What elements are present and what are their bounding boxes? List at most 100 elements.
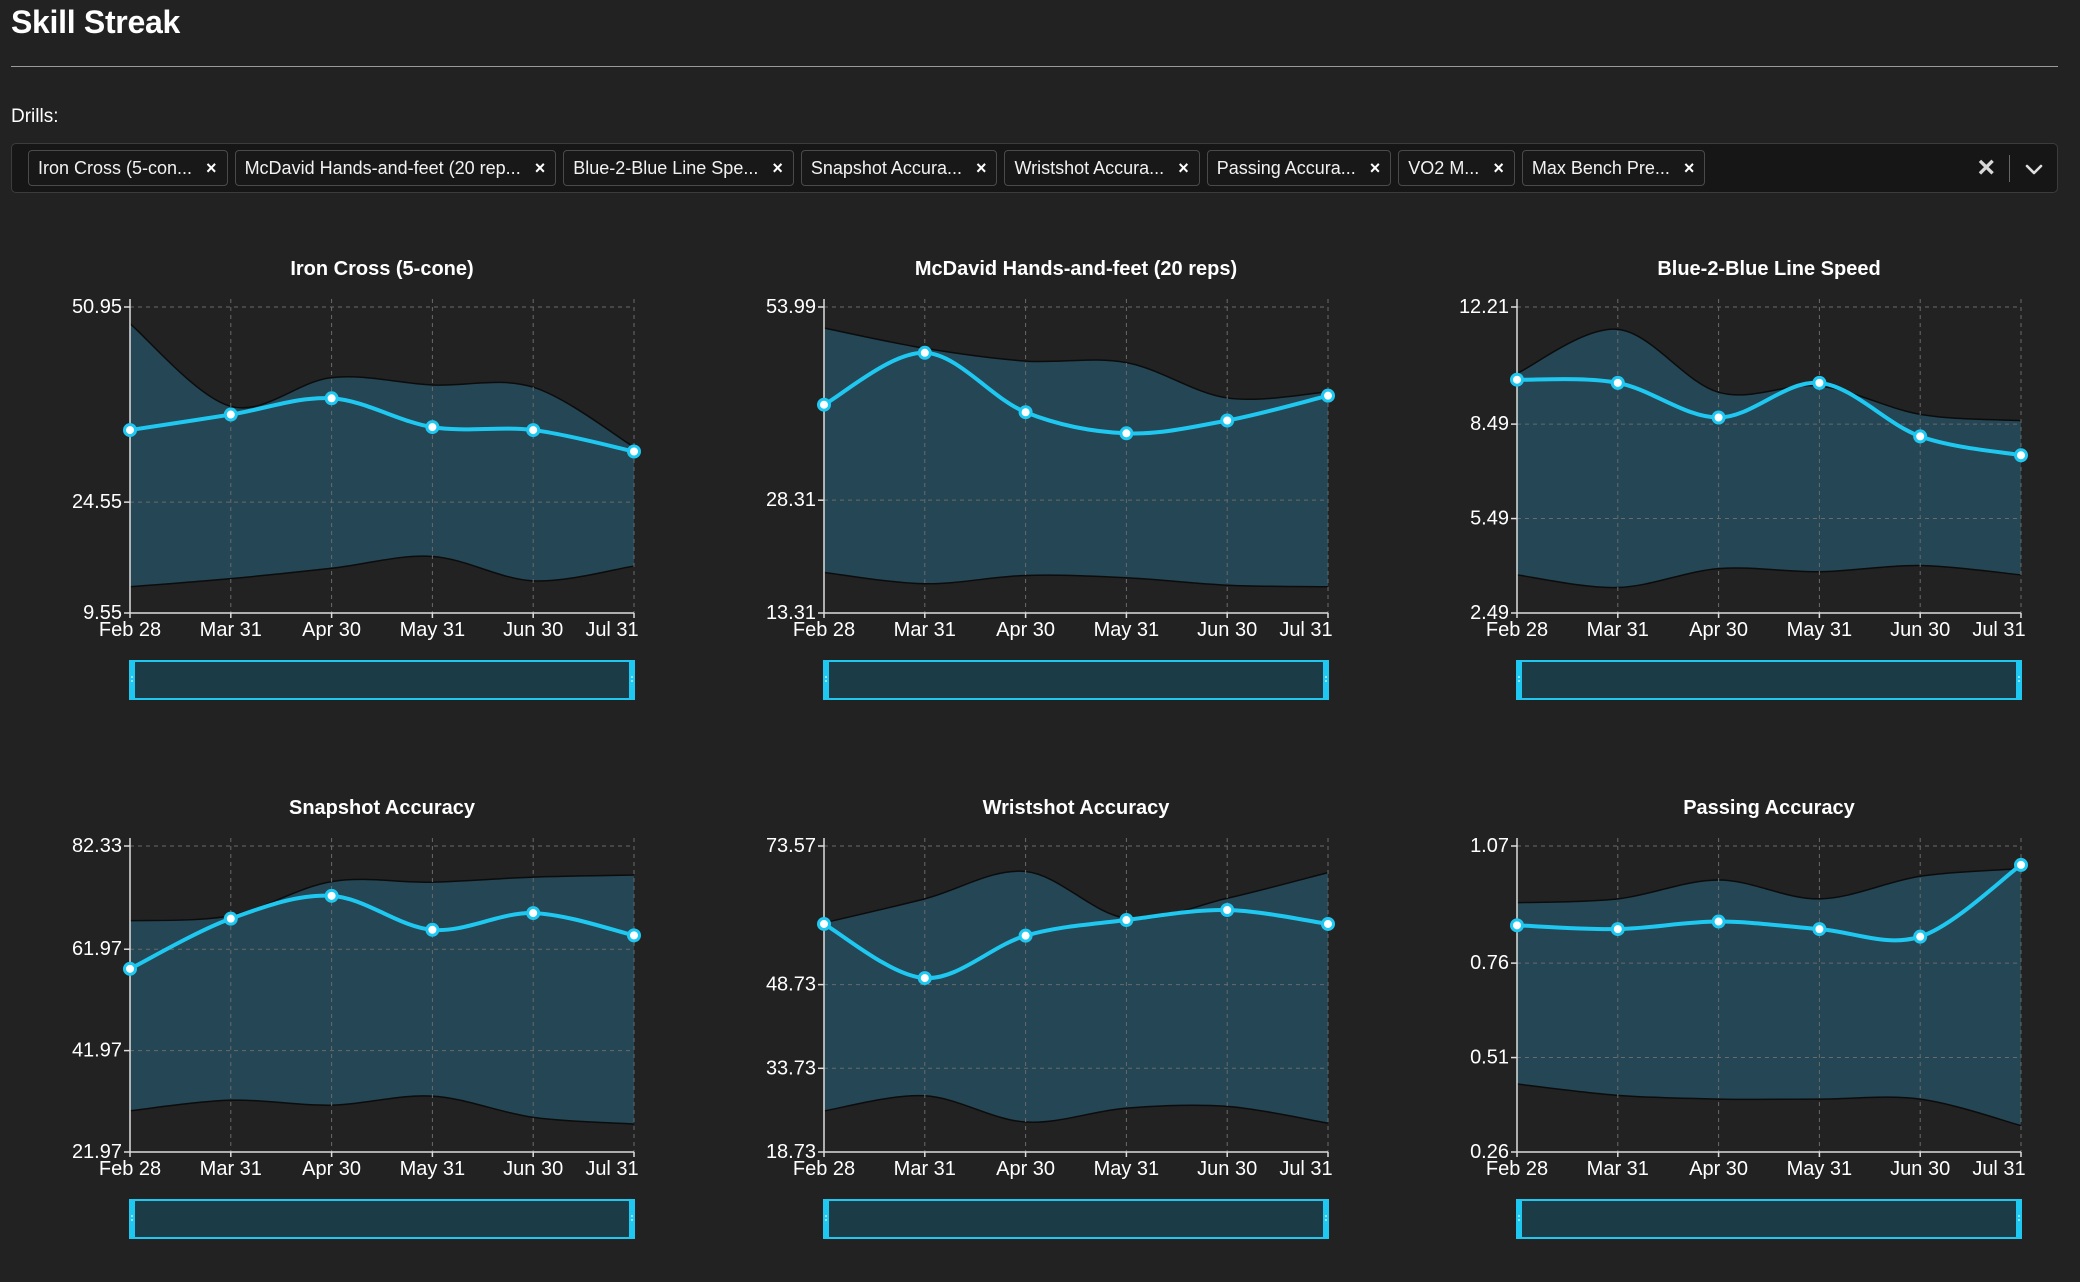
x-tick-label: Jul 31 xyxy=(1972,619,2025,641)
data-point[interactable] xyxy=(526,906,541,921)
drill-chart: Blue-2-Blue Line Speed 12.21 8.49 5.49 2.49F… xyxy=(1459,258,2028,700)
x-tick-label: Apr 30 xyxy=(1689,619,1748,641)
data-point[interactable] xyxy=(1711,914,1726,929)
x-tick-label: Apr 30 xyxy=(1689,1158,1748,1180)
data-point[interactable] xyxy=(917,971,932,986)
x-tick-label: Jul 31 xyxy=(585,619,638,641)
data-point[interactable] xyxy=(1711,410,1726,425)
range-slider-track[interactable] xyxy=(130,1199,634,1239)
data-point[interactable] xyxy=(2014,448,2028,463)
data-point[interactable] xyxy=(1119,426,1134,441)
chip-remove-icon[interactable]: × xyxy=(772,157,783,178)
x-tick-label: Jun 30 xyxy=(503,1158,563,1180)
data-point[interactable] xyxy=(627,928,641,943)
clear-all-icon[interactable]: × xyxy=(1977,151,1995,184)
drill-chip[interactable]: Snapshot Accura... × xyxy=(800,150,998,186)
chart-title: Passing Accuracy xyxy=(1683,797,1855,819)
range-slider[interactable] xyxy=(823,660,1329,700)
data-point[interactable] xyxy=(917,345,932,360)
y-tick-label: 73.57 xyxy=(766,835,816,857)
drill-chip[interactable]: Blue-2-Blue Line Spe... × xyxy=(563,150,794,186)
data-point[interactable] xyxy=(1510,918,1524,933)
range-slider-track[interactable] xyxy=(130,660,634,700)
x-tick-label: Apr 30 xyxy=(996,1158,1055,1180)
data-point[interactable] xyxy=(123,961,137,976)
drill-chip[interactable]: Iron Cross (5-con... × xyxy=(28,150,228,186)
range-slider[interactable] xyxy=(1516,660,2022,700)
chart-title: Snapshot Accuracy xyxy=(289,797,476,819)
x-tick-label: Jul 31 xyxy=(1972,1158,2025,1180)
data-point[interactable] xyxy=(627,444,641,459)
x-tick-label: Jul 31 xyxy=(1279,619,1332,641)
data-point[interactable] xyxy=(1610,922,1625,937)
range-slider-track[interactable] xyxy=(824,660,1328,700)
data-point[interactable] xyxy=(1018,405,1033,420)
chip-remove-icon[interactable]: × xyxy=(1178,157,1189,178)
range-slider-track[interactable] xyxy=(1517,660,2021,700)
x-tick-label: Feb 28 xyxy=(99,619,161,641)
data-point[interactable] xyxy=(1913,929,1928,944)
chip-remove-icon[interactable]: × xyxy=(1493,157,1504,178)
y-tick-label: 8.49 xyxy=(1470,413,1509,435)
range-band xyxy=(824,871,1328,1124)
data-point[interactable] xyxy=(1119,913,1134,928)
data-point[interactable] xyxy=(1220,413,1235,428)
y-tick-label: 2.49 xyxy=(1470,602,1509,624)
band-upper-edge xyxy=(1516,328,2022,422)
range-slider-track[interactable] xyxy=(1517,1199,2021,1239)
data-point[interactable] xyxy=(425,420,440,435)
data-point[interactable] xyxy=(223,911,238,926)
range-band xyxy=(1517,868,2021,1126)
range-slider-track[interactable] xyxy=(824,1199,1328,1239)
x-tick-label: Mar 31 xyxy=(200,619,262,641)
data-point[interactable] xyxy=(123,423,137,438)
data-point[interactable] xyxy=(817,397,831,412)
drill-chip-label: Wristshot Accura... xyxy=(1014,157,1165,178)
chip-remove-icon[interactable]: × xyxy=(975,157,987,178)
chevron-down-icon[interactable] xyxy=(2023,158,2045,180)
chip-remove-icon[interactable]: × xyxy=(206,157,217,178)
range-slider[interactable] xyxy=(129,1199,635,1239)
x-tick-label: May 31 xyxy=(400,619,466,641)
data-point[interactable] xyxy=(817,916,831,931)
drill-chip[interactable]: VO2 M... × xyxy=(1398,150,1515,186)
data-point[interactable] xyxy=(1812,922,1827,937)
data-point[interactable] xyxy=(1220,903,1235,918)
data-point[interactable] xyxy=(1510,372,1524,387)
chip-remove-icon[interactable]: × xyxy=(1683,157,1695,178)
data-point[interactable] xyxy=(324,888,339,903)
data-point[interactable] xyxy=(1321,916,1335,931)
band-upper-edge xyxy=(1516,867,2022,904)
drill-chip[interactable]: Passing Accura... × xyxy=(1206,150,1392,186)
y-tick-label: 0.51 xyxy=(1470,1047,1509,1069)
x-tick-label: Feb 28 xyxy=(793,1158,855,1180)
data-point[interactable] xyxy=(223,407,238,422)
range-slider[interactable] xyxy=(129,660,635,700)
data-point[interactable] xyxy=(425,922,440,937)
data-point[interactable] xyxy=(1018,928,1033,943)
drill-chip-label: Blue-2-Blue Line Spe... xyxy=(573,157,759,178)
drill-chip[interactable]: Wristshot Accura... × xyxy=(1004,150,1200,186)
drill-chip[interactable]: Max Bench Pre... × xyxy=(1521,150,1706,186)
x-tick-label: May 31 xyxy=(1094,619,1160,641)
drill-chip[interactable]: McDavid Hands-and-feet (20 rep... × xyxy=(234,150,557,186)
data-point[interactable] xyxy=(1321,388,1335,403)
range-slider[interactable] xyxy=(823,1199,1329,1239)
data-point[interactable] xyxy=(2014,857,2028,872)
data-point[interactable] xyxy=(1812,375,1827,390)
chip-remove-icon[interactable]: × xyxy=(1369,157,1381,178)
y-tick-label: 9.55 xyxy=(83,602,122,624)
data-point[interactable] xyxy=(1610,375,1625,390)
x-tick-label: Jul 31 xyxy=(1279,1158,1332,1180)
x-tick-label: Feb 28 xyxy=(1486,1158,1548,1180)
data-point[interactable] xyxy=(1913,429,1928,444)
chip-remove-icon[interactable]: × xyxy=(534,157,546,178)
band-upper-edge xyxy=(129,874,635,922)
range-slider[interactable] xyxy=(1516,1199,2022,1239)
y-tick-label: 18.73 xyxy=(766,1141,816,1163)
data-point[interactable] xyxy=(526,423,541,438)
drills-multiselect[interactable]: Iron Cross (5-con... × McDavid Hands-and… xyxy=(11,143,2058,193)
y-tick-label: 53.99 xyxy=(766,296,816,318)
data-point[interactable] xyxy=(324,391,339,406)
